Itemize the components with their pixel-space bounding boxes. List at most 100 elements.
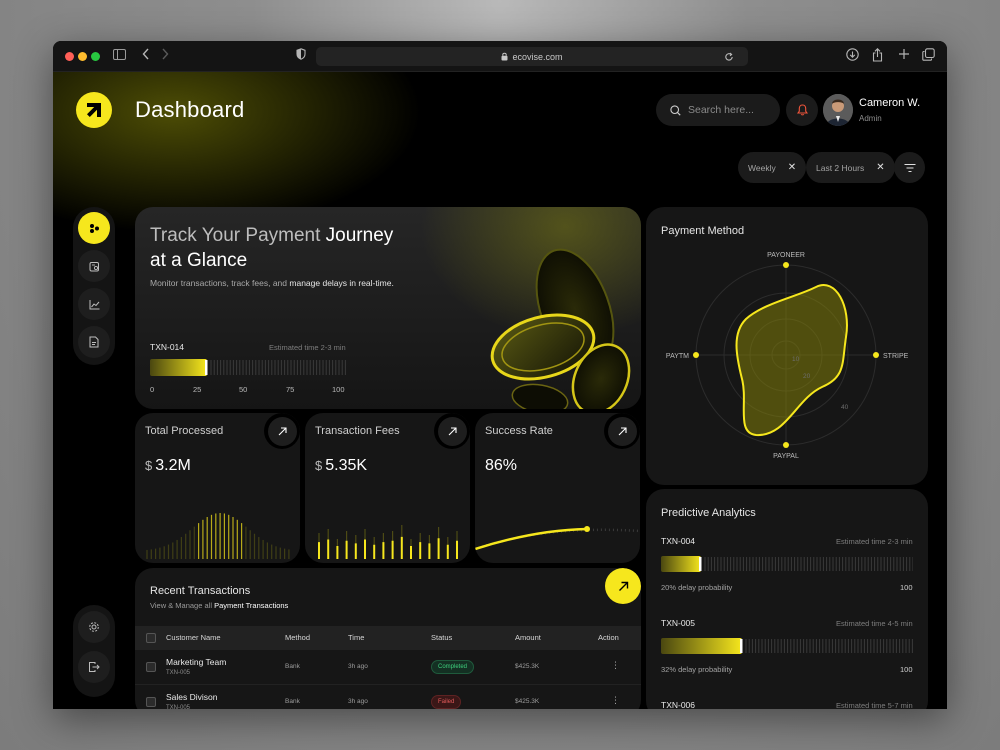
radar-axis-label: PAYTM <box>666 353 689 360</box>
sidebar-bottom <box>73 605 115 697</box>
transaction-fees-sparkline <box>318 525 458 559</box>
shield-icon[interactable] <box>296 48 306 64</box>
url-text: ecovise.com <box>512 51 563 62</box>
predict-estimate: Estimated time 4-5 min <box>836 619 913 628</box>
predictive-analytics-card: Predictive Analytics TXN-004 Estimated t… <box>646 489 928 709</box>
search-icon <box>670 104 681 116</box>
total-processed-open-button[interactable] <box>264 413 300 449</box>
status-badge: Failed <box>431 695 462 709</box>
hero-subtitle: Monitor transactions, track fees, and ma… <box>150 278 394 288</box>
time-cell: 3h ago <box>348 698 368 705</box>
column-header: Action <box>598 633 619 642</box>
column-header[interactable]: Time <box>348 633 365 642</box>
row-actions-button[interactable]: ⋮ <box>611 660 620 670</box>
column-header[interactable]: Method <box>285 633 311 642</box>
sidebar-item-wallet[interactable] <box>78 250 110 282</box>
browser-toolbar: ecovise.com <box>53 41 947 72</box>
scale-label: 25 <box>193 385 202 394</box>
logout-button[interactable] <box>78 651 110 683</box>
column-header[interactable]: Amount <box>515 633 541 642</box>
search-box[interactable] <box>656 94 780 126</box>
metric-title: Transaction Fees <box>315 425 400 437</box>
maximize-window-button[interactable] <box>91 52 100 61</box>
page-title: Dashboard <box>135 97 245 122</box>
customer-name: Sales Divison <box>166 692 218 702</box>
hero-title-bold-2: at a Glance <box>150 250 248 271</box>
close-window-button[interactable] <box>65 52 74 61</box>
sidebar-item-analytics[interactable] <box>78 288 110 320</box>
logout-icon <box>89 662 100 672</box>
close-icon[interactable]: ✕ <box>787 162 797 173</box>
metric-value-number: 86% <box>485 457 518 474</box>
tabs-icon[interactable] <box>922 48 935 65</box>
address-bar[interactable]: ecovise.com <box>316 47 748 66</box>
sidebar-toggle-icon[interactable] <box>113 48 126 64</box>
sidebar-item-documents[interactable] <box>78 326 110 358</box>
recent-transactions-subtitle: View & Manage all Payment Transactions <box>150 601 288 610</box>
predict-progress-bar <box>661 556 913 572</box>
row-checkbox[interactable] <box>146 697 156 707</box>
transaction-fees-open-button[interactable] <box>434 413 470 449</box>
sidebar-item-dashboard[interactable] <box>78 212 110 244</box>
settings-button[interactable] <box>78 611 110 643</box>
back-icon[interactable] <box>142 48 150 64</box>
lock-icon <box>501 52 508 61</box>
minimize-window-button[interactable] <box>78 52 87 61</box>
progress-marker <box>205 360 208 375</box>
method-cell: Bank <box>285 663 300 670</box>
forward-icon[interactable] <box>161 48 169 64</box>
success-rate-open-button[interactable] <box>604 413 640 449</box>
document-icon <box>89 336 99 348</box>
predictive-analytics-title: Predictive Analytics <box>661 507 756 519</box>
sidebar <box>73 207 115 365</box>
column-header[interactable]: Status <box>431 633 453 642</box>
row-actions-button[interactable]: ⋮ <box>611 695 620 705</box>
reload-icon[interactable] <box>724 52 734 62</box>
search-input[interactable] <box>688 104 768 116</box>
hero-title-light: Track Your Payment <box>150 225 321 246</box>
filter-chip-label: Last 2 Hours <box>816 162 865 173</box>
select-all-checkbox[interactable] <box>146 633 156 643</box>
close-icon[interactable]: ✕ <box>876 162 885 173</box>
avatar[interactable] <box>823 94 853 126</box>
progress-marker <box>740 639 743 653</box>
filter-icon <box>904 163 915 172</box>
scale-label: 50 <box>239 385 248 394</box>
settings-icon <box>89 622 99 632</box>
metric-value: $3.2M <box>145 457 191 475</box>
chart-icon <box>89 299 99 309</box>
row-checkbox[interactable] <box>146 662 156 672</box>
scale-label: 0 <box>150 385 155 394</box>
customer-name: Marketing Team <box>166 657 227 667</box>
predict-progress-bar <box>661 638 913 654</box>
progress-fill <box>150 359 207 376</box>
filter-chip-weekly[interactable]: Weekly ✕ <box>738 152 807 183</box>
filter-button[interactable] <box>894 152 925 183</box>
user-name[interactable]: Cameron W. <box>859 97 921 109</box>
status-badge: Completed <box>431 660 475 674</box>
filter-chip-last-2-hours[interactable]: Last 2 Hours ✕ <box>806 152 895 183</box>
radar-ring-label: 40 <box>841 404 849 411</box>
progress-fill <box>661 638 742 654</box>
amount-cell: $425.3K <box>515 698 540 705</box>
column-header[interactable]: Customer Name <box>166 633 221 642</box>
table-row[interactable]: Marketing Team TXN-005 Bank 3h ago Compl… <box>135 650 641 684</box>
new-tab-icon[interactable] <box>898 48 910 64</box>
download-icon[interactable] <box>846 48 859 65</box>
radar-axis-label: PAYONEER <box>767 252 805 259</box>
filter-chip-label: Weekly <box>748 162 776 173</box>
predict-probability: 20% delay probability <box>661 583 733 592</box>
arrow-up-right-icon <box>448 426 457 435</box>
metric-card-success-rate: Success Rate 86% <box>475 413 640 563</box>
share-icon[interactable] <box>872 48 883 66</box>
notification-button[interactable] <box>786 94 818 126</box>
currency-symbol: $ <box>315 458 323 473</box>
metric-card-total-processed: Total Processed $3.2M <box>135 413 300 563</box>
dashboard-app: Dashboard Cameron W. Admin Weekly ✕ Last… <box>53 72 947 709</box>
arrow-up-right-icon <box>618 426 627 435</box>
table-row[interactable]: Sales Divison TXN-005 Bank 3h ago Failed… <box>135 684 641 709</box>
radar-axis-label: PAYPAL <box>773 453 799 460</box>
logo[interactable] <box>76 92 112 128</box>
recent-transactions-open-button[interactable] <box>605 568 641 604</box>
dashboard-icon <box>89 223 99 233</box>
